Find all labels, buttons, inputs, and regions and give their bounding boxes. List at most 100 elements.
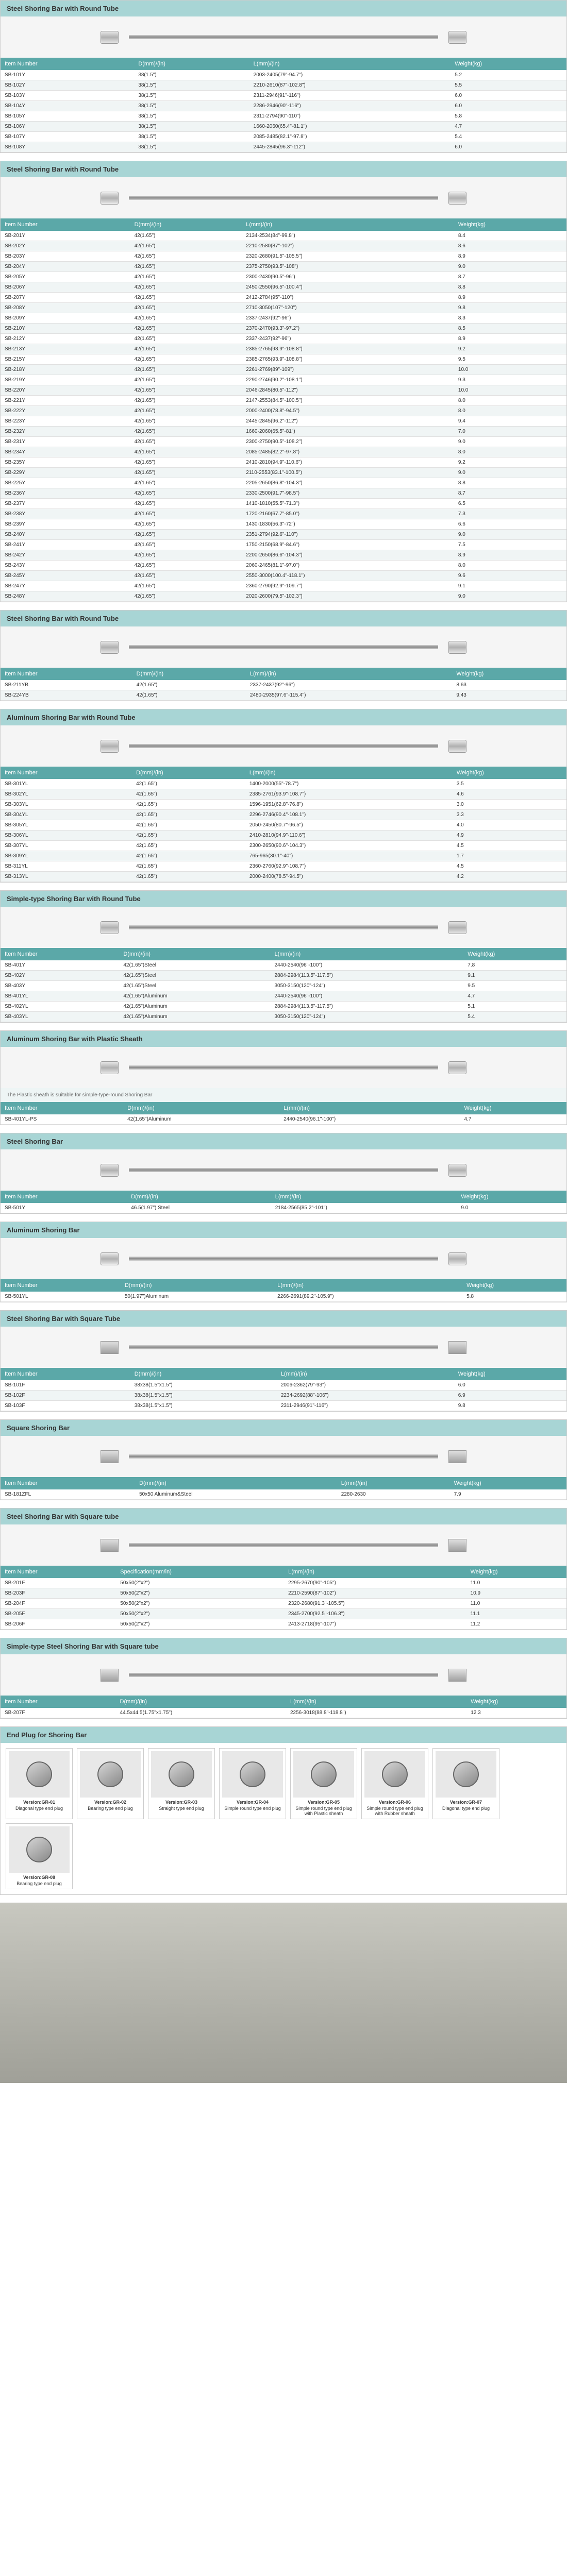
table-cell: 2046-2845(80.5"-112") xyxy=(242,385,454,396)
bar-end-left xyxy=(101,641,119,654)
table-cell: 2410-2810(94.9"-110.6") xyxy=(242,457,454,468)
plug-image xyxy=(364,1751,425,1798)
table-cell: 8.5 xyxy=(454,324,566,334)
bar-end-right xyxy=(448,1252,466,1265)
end-plug-grid: Version:GR-01Diagonal type end plugVersi… xyxy=(1,1743,566,1894)
bar-end-right xyxy=(448,31,466,44)
table-cell: 2385-2765(93.9"-108.8") xyxy=(242,344,454,354)
bar-end-right xyxy=(448,740,466,753)
table-row: SB-403YL42(1.65")Aluminum3050-3150(120"-… xyxy=(1,1012,566,1022)
section-title: Simple-type Steel Shoring Bar with Squar… xyxy=(1,1638,566,1654)
table-cell: 42(1.65") xyxy=(132,690,246,701)
table-cell: 8.7 xyxy=(454,488,566,499)
table-cell: SB-223Y xyxy=(1,416,130,427)
table-cell: 8.4 xyxy=(454,231,566,241)
table-cell: 2256-3018(88.8"-118.8") xyxy=(286,1708,466,1718)
table-cell: SB-207F xyxy=(1,1708,116,1718)
table-cell: 42(1.65") xyxy=(132,810,245,820)
table-cell: 2345-2700(92.5"-106.3") xyxy=(284,1609,466,1619)
table-cell: 2445-2845(96.3"-112") xyxy=(249,142,451,152)
table-cell: 9.4 xyxy=(454,416,566,427)
table-cell: 6.0 xyxy=(451,142,566,152)
table-cell: 2480-2935(97.6"-115.4") xyxy=(246,690,453,701)
table-cell: 6.6 xyxy=(454,519,566,530)
table-cell: 2205-2650(86.8"-104.3") xyxy=(242,478,454,488)
table-cell: 9.0 xyxy=(454,262,566,272)
table-cell: 50x50(2"x2") xyxy=(116,1609,284,1619)
product-section: Simple-type Steel Shoring Bar with Squar… xyxy=(0,1638,567,1719)
table-cell: 42(1.65") xyxy=(130,468,242,478)
table-cell: SB-203F xyxy=(1,1588,116,1599)
table-cell: 42(1.65") xyxy=(130,262,242,272)
plug-name: Version:GR-06 xyxy=(364,1800,425,1805)
table-cell: 3.0 xyxy=(453,800,566,810)
table-cell: 9.43 xyxy=(452,690,566,701)
table-cell: 42(1.65") xyxy=(132,841,245,851)
table-row: SB-237Y42(1.65")1410-1810(55.5"-71.3")6.… xyxy=(1,499,566,509)
table-cell: 8.9 xyxy=(454,251,566,262)
table-cell: 9.0 xyxy=(454,530,566,540)
table-cell: 8.9 xyxy=(454,334,566,344)
table-cell: 2413-2718(95"-107") xyxy=(284,1619,466,1630)
usage-photo xyxy=(0,1903,567,2083)
table-cell: SB-235Y xyxy=(1,457,130,468)
table-header: L(mm)/(in) xyxy=(286,1696,466,1708)
table-cell: 4.5 xyxy=(453,841,566,851)
table-cell: SB-181ZFL xyxy=(1,1489,135,1500)
plug-shape-icon xyxy=(240,1761,265,1787)
table-cell: 2385-2761(93.9"-108.7") xyxy=(245,789,453,800)
table-cell: SB-208Y xyxy=(1,303,130,313)
table-cell: 5.8 xyxy=(462,1292,566,1302)
table-row: SB-313YL42(1.65")2000-2400(78.5"-94.5")4… xyxy=(1,872,566,882)
table-cell: 42(1.65") xyxy=(130,344,242,354)
table-cell: 1596-1951(62.8"-76.8") xyxy=(245,800,453,810)
table-row: SB-311YL42(1.65")2360-2760(92.9"-108.7")… xyxy=(1,861,566,872)
table-cell: 2210-2610(87"-102.8") xyxy=(249,80,451,91)
table-cell: SB-219Y xyxy=(1,375,130,385)
table-row: SB-220Y42(1.65")2046-2845(80.5"-112")10.… xyxy=(1,385,566,396)
table-cell: 42(1.65") xyxy=(132,872,245,882)
end-plug-item: Version:GR-08Bearing type end plug xyxy=(6,1823,73,1889)
table-row: SB-201F50x50(2"x2")2295-2670(90"-105")11… xyxy=(1,1578,566,1588)
table-row: SB-247Y42(1.65")2360-2790(92.9"-109.7")9… xyxy=(1,581,566,591)
table-cell: 2000-2400(78.5"-94.5") xyxy=(245,872,453,882)
product-table: Item NumberD(mm)/(in)L(mm)/(in)Weight(kg… xyxy=(1,1279,566,1302)
table-cell: SB-218Y xyxy=(1,365,130,375)
table-cell: 9.0 xyxy=(454,591,566,602)
table-cell: 42(1.65") xyxy=(130,365,242,375)
table-cell: SB-313YL xyxy=(1,872,132,882)
table-cell: 6.0 xyxy=(454,1380,566,1391)
table-cell: 42(1.65") xyxy=(130,509,242,519)
table-cell: 2311-2946(91"-116") xyxy=(249,91,451,101)
table-cell: 2884-2984(113.5"-117.5") xyxy=(270,1002,463,1012)
table-cell: SB-234Y xyxy=(1,447,130,457)
table-header: Item Number xyxy=(1,1368,130,1380)
table-cell: 2085-2485(82.2"-97.8") xyxy=(242,447,454,457)
table-cell: 9.2 xyxy=(454,457,566,468)
table-cell: SB-205F xyxy=(1,1609,116,1619)
bar-shaft xyxy=(129,35,438,39)
table-row: SB-219Y42(1.65")2290-2746(90.2"-108.1")9… xyxy=(1,375,566,385)
end-plug-section: End Plug for Shoring BarVersion:GR-01Dia… xyxy=(0,1726,567,1895)
table-header: Weight(kg) xyxy=(453,767,566,779)
table-cell: SB-236Y xyxy=(1,488,130,499)
table-cell: SB-401YL xyxy=(1,991,119,1002)
table-cell: SB-309YL xyxy=(1,851,132,861)
table-header: L(mm)/(in) xyxy=(271,1191,457,1203)
section-note: The Plastic sheath is suitable for simpl… xyxy=(1,1088,566,1102)
bar-shaft xyxy=(129,1345,438,1349)
table-row: SB-248Y42(1.65")2020-2600(79.5"-102.3")9… xyxy=(1,591,566,602)
bar-end-right xyxy=(448,921,466,934)
section-title: Square Shoring Bar xyxy=(1,1420,566,1436)
table-header: Weight(kg) xyxy=(457,1191,566,1203)
table-cell: 1720-2160(67.7"-85.0") xyxy=(242,509,454,519)
table-cell: 9.5 xyxy=(454,354,566,365)
table-cell: 1750-2150(68.9"-84.6") xyxy=(242,540,454,550)
plug-shape-icon xyxy=(453,1761,479,1787)
product-table: Item NumberD(mm)/(in)L(mm)/(in)Weight(kg… xyxy=(1,1696,566,1718)
table-cell: 1.7 xyxy=(453,851,566,861)
table-cell: 46.5(1.97") Steel xyxy=(127,1203,271,1213)
plug-shape-icon xyxy=(169,1761,194,1787)
table-cell: 2337-2437(92"-96") xyxy=(246,680,453,690)
bar-shaft xyxy=(129,925,438,929)
